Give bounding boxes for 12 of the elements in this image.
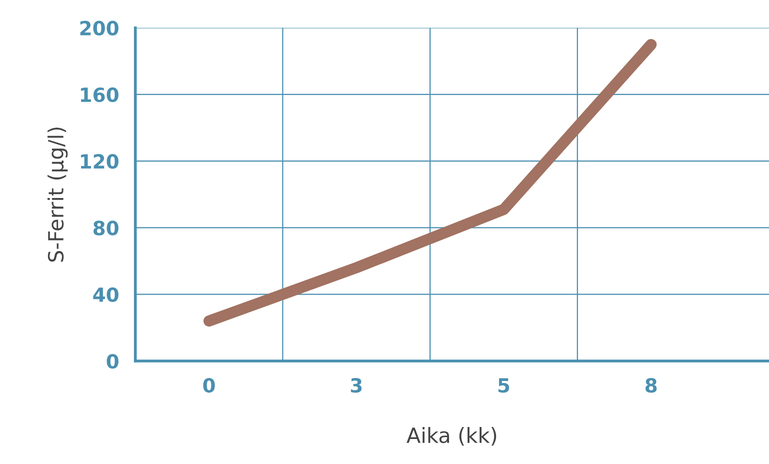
- x-axis-title: Aika (kk): [406, 427, 496, 446]
- x-tick-label: 3: [350, 378, 362, 393]
- y-tick-label: 40: [93, 287, 118, 302]
- y-tick-label: 160: [80, 87, 118, 102]
- x-tick-label: 8: [646, 378, 657, 393]
- x-tick-label: 0: [203, 378, 215, 393]
- y-tick-label: 80: [94, 220, 118, 236]
- y-tick-label: 200: [80, 20, 118, 36]
- x-tick-label: 5: [498, 378, 510, 393]
- y-axis-title: S-Ferrit (µg/l): [48, 128, 68, 262]
- y-tick-label: 0: [106, 354, 118, 369]
- y-tick-label: 120: [80, 154, 118, 169]
